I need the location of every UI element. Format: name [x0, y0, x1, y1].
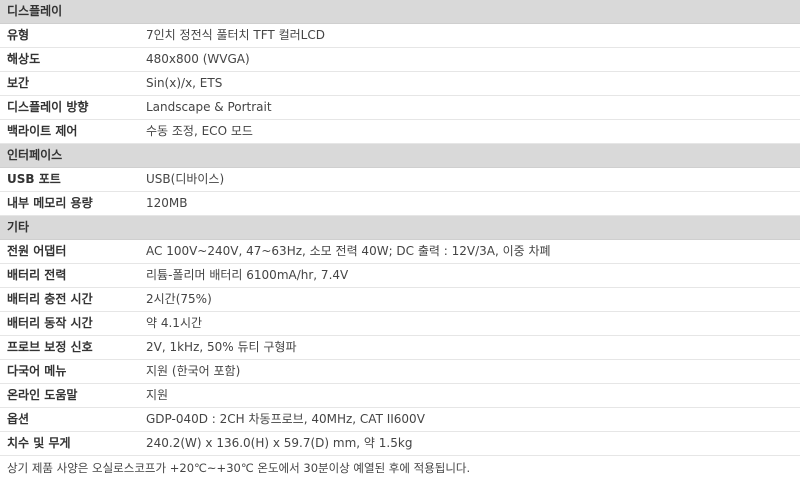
spec-label: 배터리 전력 — [0, 263, 139, 288]
spec-value: Landscape & Portrait — [139, 95, 800, 120]
spec-label: 내부 메모리 용량 — [0, 191, 139, 216]
spec-value: 수동 조정, ECO 모드 — [139, 119, 800, 144]
section-title: 기타 — [0, 215, 800, 240]
section-title: 인터페이스 — [0, 143, 800, 168]
spec-value: AC 100V~240V, 47~63Hz, 소모 전력 40W; DC 출력 … — [139, 239, 800, 264]
spec-value: Sin(x)/x, ETS — [139, 71, 800, 96]
spec-label: 옵션 — [0, 407, 139, 432]
section-header-misc: 기타 — [0, 215, 800, 240]
spec-row: 치수 및 무게 240.2(W) x 136.0(H) x 59.7(D) mm… — [0, 431, 800, 456]
spec-row: 디스플레이 방향 Landscape & Portrait — [0, 95, 800, 120]
spec-value: 지원 — [139, 383, 800, 408]
spec-row: 보간 Sin(x)/x, ETS — [0, 71, 800, 96]
spec-value: 약 4.1시간 — [139, 311, 800, 336]
spec-value: 2V, 1kHz, 50% 듀티 구형파 — [139, 335, 800, 360]
spec-label: 보간 — [0, 71, 139, 96]
spec-label: 백라이트 제어 — [0, 119, 139, 144]
spec-row: 유형 7인치 정전식 풀터치 TFT 컬러LCD — [0, 23, 800, 48]
spec-label: 디스플레이 방향 — [0, 95, 139, 120]
spec-row: 백라이트 제어 수동 조정, ECO 모드 — [0, 119, 800, 144]
spec-row: 다국어 메뉴 지원 (한국어 포함) — [0, 359, 800, 384]
spec-label: 유형 — [0, 23, 139, 48]
spec-value: 7인치 정전식 풀터치 TFT 컬러LCD — [139, 23, 800, 48]
spec-row: 배터리 전력 리튬-폴리머 배터리 6100mA/hr, 7.4V — [0, 263, 800, 288]
spec-label: 온라인 도움말 — [0, 383, 139, 408]
spec-label: 전원 어댑터 — [0, 239, 139, 264]
spec-label: 해상도 — [0, 47, 139, 72]
spec-label: 치수 및 무게 — [0, 431, 139, 456]
spec-row: 온라인 도움말 지원 — [0, 383, 800, 408]
spec-row: 옵션 GDP-040D : 2CH 차동프로브, 40MHz, CAT II60… — [0, 407, 800, 432]
spec-value: 120MB — [139, 191, 800, 216]
spec-label: 배터리 충전 시간 — [0, 287, 139, 312]
spec-value: 2시간(75%) — [139, 287, 800, 312]
spec-value: 480x800 (WVGA) — [139, 47, 800, 72]
spec-value: USB(디바이스) — [139, 167, 800, 192]
spec-label: 프로브 보정 신호 — [0, 335, 139, 360]
spec-row: 배터리 동작 시간 약 4.1시간 — [0, 311, 800, 336]
section-header-interface: 인터페이스 — [0, 143, 800, 168]
spec-value: 240.2(W) x 136.0(H) x 59.7(D) mm, 약 1.5k… — [139, 431, 800, 456]
section-title: 디스플레이 — [0, 0, 800, 24]
spec-row: 프로브 보정 신호 2V, 1kHz, 50% 듀티 구형파 — [0, 335, 800, 360]
spec-row: 내부 메모리 용량 120MB — [0, 191, 800, 216]
section-header-display: 디스플레이 — [0, 0, 800, 24]
spec-footnote: 상기 제품 사양은 오실로스코프가 +20℃~+30℃ 온도에서 30분이상 예… — [7, 461, 471, 475]
spec-row: USB 포트 USB(디바이스) — [0, 167, 800, 192]
spec-label: 배터리 동작 시간 — [0, 311, 139, 336]
spec-value: 리튬-폴리머 배터리 6100mA/hr, 7.4V — [139, 263, 800, 288]
spec-row: 전원 어댑터 AC 100V~240V, 47~63Hz, 소모 전력 40W;… — [0, 239, 800, 264]
spec-value: 지원 (한국어 포함) — [139, 359, 800, 384]
spec-row: 배터리 충전 시간 2시간(75%) — [0, 287, 800, 312]
spec-label: 다국어 메뉴 — [0, 359, 139, 384]
spec-row: 해상도 480x800 (WVGA) — [0, 47, 800, 72]
spec-table: 디스플레이 유형 7인치 정전식 풀터치 TFT 컬러LCD 해상도 480x8… — [0, 0, 800, 456]
spec-label: USB 포트 — [0, 167, 139, 192]
spec-value: GDP-040D : 2CH 차동프로브, 40MHz, CAT II600V — [139, 407, 800, 432]
